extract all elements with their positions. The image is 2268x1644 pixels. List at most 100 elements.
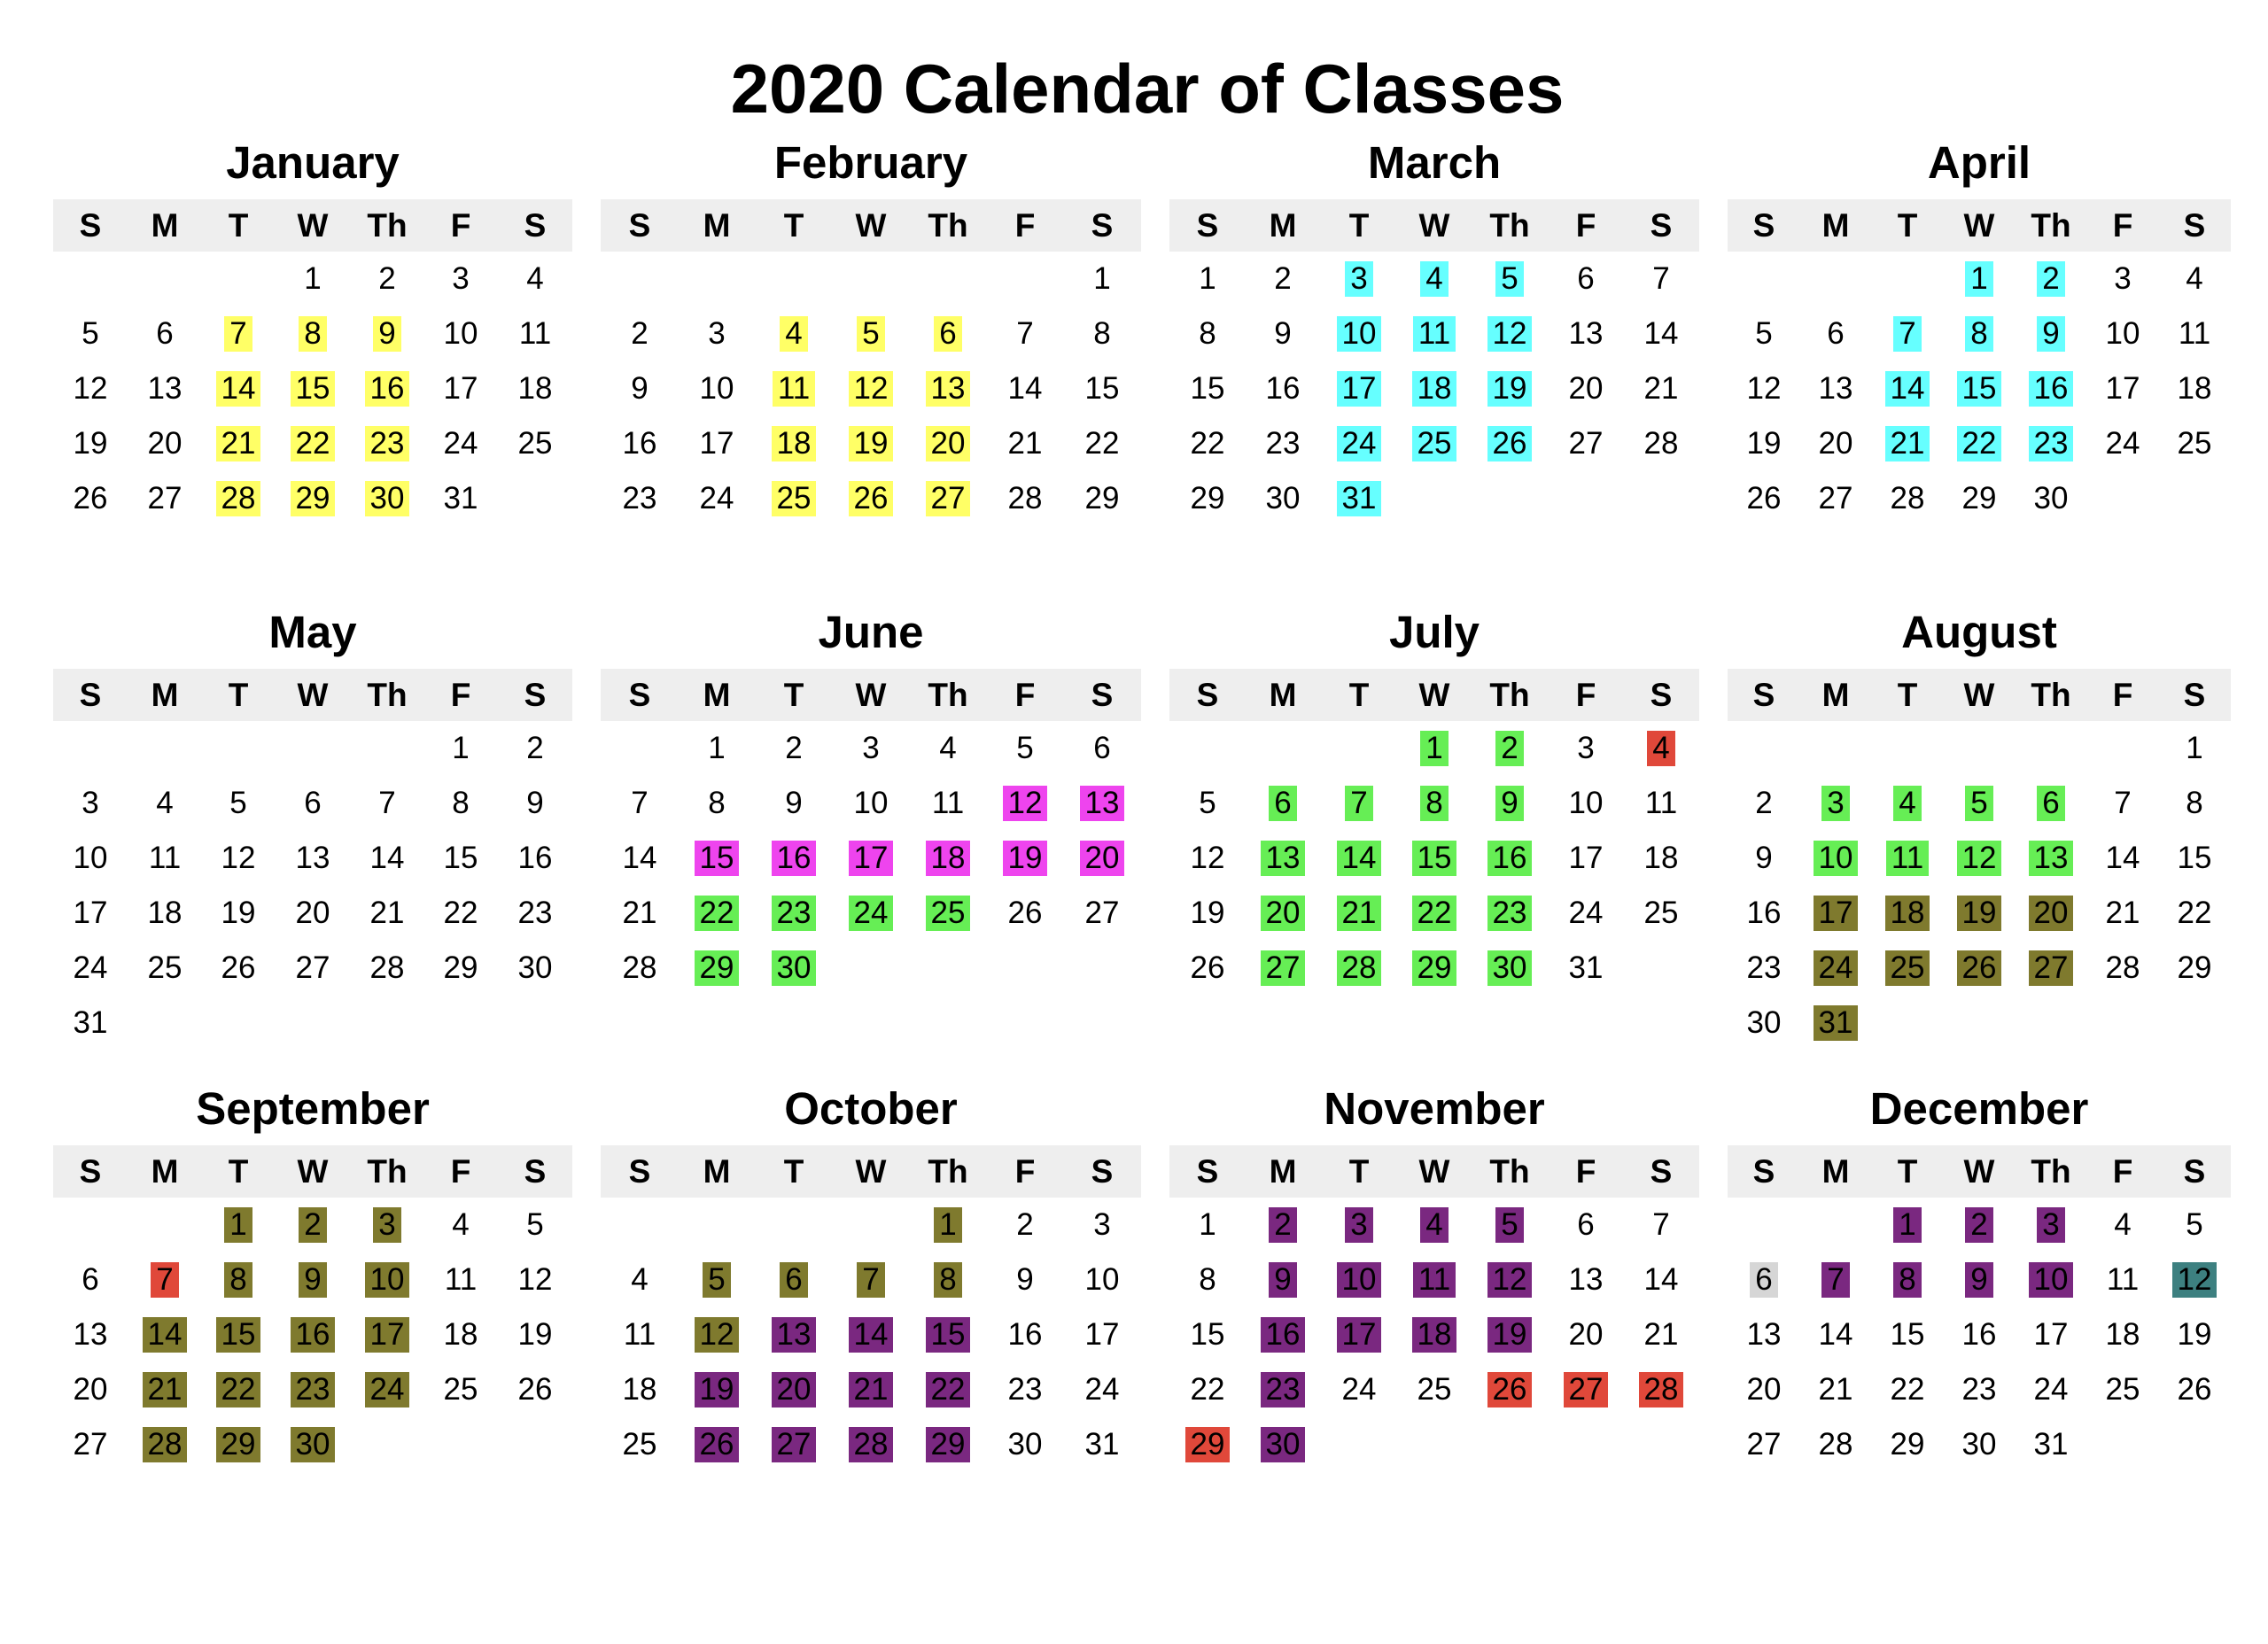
day-number: 11 (1644, 786, 1678, 820)
day-number: 29 (1961, 481, 1997, 516)
day-number: 1 (1093, 261, 1111, 296)
class-day-number: 29 (215, 1427, 261, 1462)
day-number: 9 (1274, 316, 1292, 351)
day-number: 21 (2105, 896, 2140, 930)
day-number: 11 (931, 786, 965, 820)
day-number: 1 (1199, 261, 1216, 296)
class-day-number: 30 (1487, 950, 1533, 986)
day-number: 25 (1643, 896, 1679, 930)
day-number: 2 (378, 261, 396, 296)
day-number: 2 (631, 316, 649, 351)
class-day-number: 15 (290, 371, 336, 407)
day-number: 30 (1746, 1005, 1782, 1040)
class-day-number: 30 (290, 1427, 336, 1462)
day-number: 1 (1199, 1207, 1216, 1242)
class-day-number: 15 (1411, 841, 1457, 876)
class-day-number: 13 (2028, 841, 2074, 876)
class-day-number: 5 (1965, 786, 1993, 821)
class-day-number: 22 (925, 1372, 971, 1407)
class-day-number: 24 (1813, 950, 1859, 986)
day-number: 13 (1818, 371, 1853, 406)
day-number: 30 (1265, 481, 1301, 516)
class-day-number: 12 (1002, 786, 1048, 821)
class-day-number: 29 (1411, 950, 1457, 986)
class-day-number: 22 (694, 896, 740, 931)
weekday-header: S M T W Th F S (601, 199, 1141, 252)
day-number: 2 (526, 731, 544, 765)
day-number: 8 (1093, 316, 1111, 351)
day-number: 16 (1746, 896, 1782, 930)
day-number: 6 (1093, 731, 1111, 765)
day-number: 3 (1093, 1207, 1111, 1242)
day-number: 6 (1577, 261, 1595, 296)
class-day-number: 2 (1495, 731, 1524, 766)
month-name: July (1388, 607, 1480, 657)
weekday-header: S M T W Th F S (1169, 1145, 1699, 1198)
day-number: 5 (82, 316, 99, 351)
day-number: 9 (1016, 1262, 1034, 1297)
class-day-number: 29 (694, 950, 740, 986)
day-number: 9 (631, 371, 649, 406)
class-day-number: 4 (1420, 1207, 1449, 1243)
weekday-header: S M T W Th F S (1169, 669, 1699, 721)
class-day-number: 20 (1079, 841, 1125, 876)
day-number: 24 (1568, 896, 1604, 930)
class-day-number: 19 (1487, 1317, 1533, 1353)
class-day-number: 18 (1411, 371, 1457, 407)
day-number: 25 (517, 426, 553, 461)
day-number: 23 (622, 481, 657, 516)
class-day-number: 28 (1638, 1372, 1684, 1407)
month-name: May (268, 607, 357, 657)
day-number: 25 (1417, 1372, 1452, 1407)
day-number: 17 (699, 426, 734, 461)
day-number: 15 (443, 841, 478, 875)
day-number: 15 (1190, 1317, 1225, 1352)
class-day-number: 21 (142, 1372, 188, 1407)
class-day-number: 12 (694, 1317, 740, 1353)
class-day-number: 28 (848, 1427, 894, 1462)
day-number: 15 (1890, 1317, 1925, 1352)
day-number: 11 (148, 841, 182, 875)
day-number: 12 (73, 371, 108, 406)
day-number: 14 (1007, 371, 1043, 406)
day-number: 17 (443, 371, 478, 406)
class-day-number: 20 (2028, 896, 2074, 931)
class-day-number: 3 (373, 1207, 401, 1243)
class-day-number: 3 (1345, 261, 1373, 297)
class-day-number: 27 (1260, 950, 1306, 986)
day-number: 22 (2177, 896, 2212, 930)
day-number: 9 (785, 786, 803, 820)
class-day-number: 11 (1885, 841, 1930, 876)
class-day-number: 14 (215, 371, 261, 407)
day-number: 28 (1890, 481, 1925, 516)
day-number: 22 (1890, 1372, 1925, 1407)
day-number: 17 (2033, 1317, 2069, 1352)
day-number: 4 (631, 1262, 649, 1297)
day-number: 7 (1016, 316, 1034, 351)
day-number: 22 (443, 896, 478, 930)
day-number: 29 (1084, 481, 1120, 516)
class-day-number: 12 (1487, 1262, 1533, 1298)
day-number: 24 (2105, 426, 2140, 461)
class-day-number: 9 (299, 1262, 327, 1298)
class-day-number: 15 (694, 841, 740, 876)
class-day-number: 7 (151, 1262, 179, 1298)
day-number: 27 (147, 481, 183, 516)
day-number: 23 (1746, 950, 1782, 985)
day-number: 22 (1190, 426, 1225, 461)
day-number: 2 (1755, 786, 1773, 820)
class-day-number: 12 (848, 371, 894, 407)
day-number: 28 (1007, 481, 1043, 516)
class-day-number: 24 (1336, 426, 1382, 461)
class-day-number: 30 (364, 481, 410, 516)
class-day-number: 6 (780, 1262, 808, 1298)
day-number: 27 (1746, 1427, 1782, 1462)
day-number: 20 (147, 426, 183, 461)
day-number: 30 (2033, 481, 2069, 516)
day-number: 7 (1652, 261, 1670, 296)
day-number: 29 (2177, 950, 2212, 985)
day-number: 28 (369, 950, 405, 985)
day-number: 19 (73, 426, 108, 461)
day-number: 27 (73, 1427, 108, 1462)
month-name: October (784, 1083, 958, 1134)
